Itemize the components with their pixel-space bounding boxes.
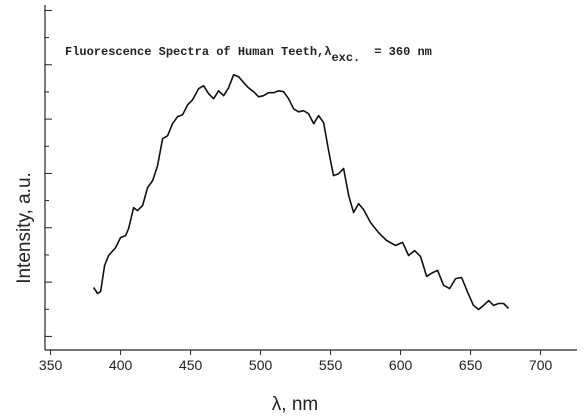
x-tick-label: 600 xyxy=(389,357,413,373)
y-axis-label: Intensity, a.u. xyxy=(14,172,35,284)
spectrum-line xyxy=(92,74,510,311)
x-tick-label: 400 xyxy=(109,357,133,373)
title-subscript: exc. xyxy=(331,51,360,65)
x-tick-label: 550 xyxy=(319,357,343,373)
x-tick-label: 350 xyxy=(39,357,63,373)
x-tick-label: 500 xyxy=(249,357,273,373)
chart-title: Fluorescence Spectra of Human Teeth,λexc… xyxy=(65,45,432,65)
x-tick-label: 700 xyxy=(529,357,553,373)
title-suffix: = 360 nm xyxy=(374,45,432,59)
x-axis-label: λ, nm xyxy=(272,394,318,415)
x-tick-label: 450 xyxy=(179,357,203,373)
x-tick-label: 650 xyxy=(459,357,483,373)
title-main: Fluorescence Spectra of Human Teeth,λ xyxy=(65,45,331,59)
